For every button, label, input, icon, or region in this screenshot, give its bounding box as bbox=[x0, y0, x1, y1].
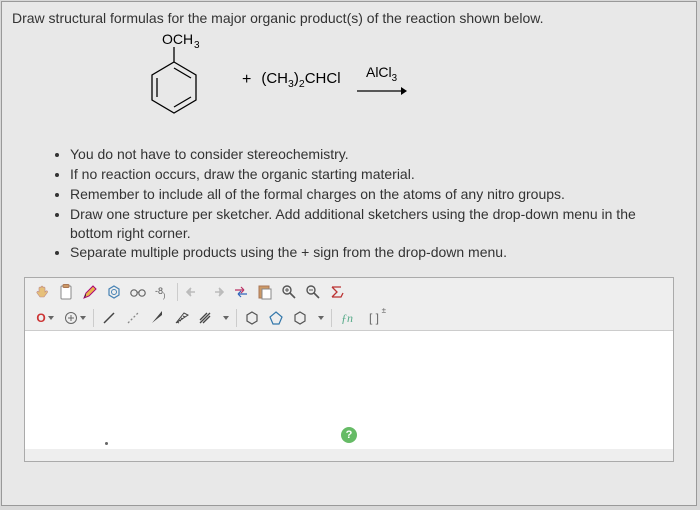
negate-icon[interactable]: -8) bbox=[151, 282, 173, 302]
hand-icon[interactable] bbox=[31, 282, 53, 302]
svg-text:3: 3 bbox=[194, 40, 200, 51]
paste-mol-icon[interactable] bbox=[254, 282, 276, 302]
prompt-text: Draw structural formulas for the major o… bbox=[2, 2, 696, 30]
bullet-item: Separate multiple products using the + s… bbox=[70, 243, 666, 262]
redo-icon[interactable] bbox=[206, 282, 228, 302]
zoom-in-icon[interactable] bbox=[278, 282, 300, 302]
bond-drop[interactable] bbox=[218, 308, 232, 328]
plus-sign: + bbox=[242, 71, 251, 89]
bullet-item: Draw one structure per sketcher. Add add… bbox=[70, 205, 666, 243]
reaction-arrow: AlCl3 bbox=[357, 64, 407, 96]
single-bond-icon[interactable] bbox=[98, 308, 120, 328]
svg-text:OCH: OCH bbox=[162, 31, 193, 47]
bracket-icon[interactable]: [ ]± bbox=[360, 308, 388, 328]
sketcher-panel: -8) O ƒn [ ]± bbox=[24, 277, 674, 462]
swap-icon[interactable] bbox=[230, 282, 252, 302]
hash-bond-icon[interactable] bbox=[194, 308, 216, 328]
hex2-icon[interactable] bbox=[289, 308, 311, 328]
pent-icon[interactable] bbox=[265, 308, 287, 328]
fn-icon[interactable]: ƒn bbox=[336, 308, 358, 328]
sketch-canvas[interactable]: ? bbox=[25, 330, 673, 449]
zoom-out-icon[interactable] bbox=[302, 282, 324, 302]
hex-icon[interactable] bbox=[241, 308, 263, 328]
reagent-block: + (CH3)2CHCl bbox=[242, 70, 341, 90]
o-atom-button[interactable]: O bbox=[31, 308, 59, 328]
sigma-icon[interactable] bbox=[326, 282, 348, 302]
instructions-list: You do not have to consider stereochemis… bbox=[2, 140, 696, 271]
toolbar-row-2: O ƒn [ ]± bbox=[25, 304, 673, 330]
toolbar-row-1: -8) bbox=[25, 278, 673, 304]
pencil-icon[interactable] bbox=[79, 282, 101, 302]
plus-add-icon[interactable] bbox=[61, 308, 89, 328]
reagent-text: (CH3)2CHCl bbox=[261, 70, 340, 90]
bullet-item: Remember to include all of the formal ch… bbox=[70, 185, 666, 204]
svg-text:-8: -8 bbox=[155, 286, 163, 296]
benzene-icon[interactable] bbox=[103, 282, 125, 302]
catalyst-text: AlCl3 bbox=[366, 64, 397, 84]
up-wedge-icon[interactable] bbox=[146, 308, 168, 328]
reaction-scheme: OCH 3 + (CH3)2CHCl AlCl3 bbox=[2, 30, 696, 140]
question-container: Draw structural formulas for the major o… bbox=[1, 1, 697, 506]
help-icon[interactable]: ? bbox=[341, 427, 357, 443]
ring-drop[interactable] bbox=[313, 308, 327, 328]
bullet-item: If no reaction occurs, draw the organic … bbox=[70, 165, 666, 184]
glasses-icon[interactable] bbox=[127, 282, 149, 302]
clipboard-icon[interactable] bbox=[55, 282, 77, 302]
down-wedge-icon[interactable] bbox=[170, 308, 192, 328]
dotted-bond-icon[interactable] bbox=[122, 308, 144, 328]
bullet-ul: You do not have to consider stereochemis… bbox=[52, 145, 666, 262]
svg-text:): ) bbox=[163, 293, 165, 300]
undo-icon[interactable] bbox=[182, 282, 204, 302]
anisole-structure: OCH 3 bbox=[142, 30, 212, 130]
bullet-item: You do not have to consider stereochemis… bbox=[70, 145, 666, 164]
canvas-dot bbox=[105, 442, 108, 445]
